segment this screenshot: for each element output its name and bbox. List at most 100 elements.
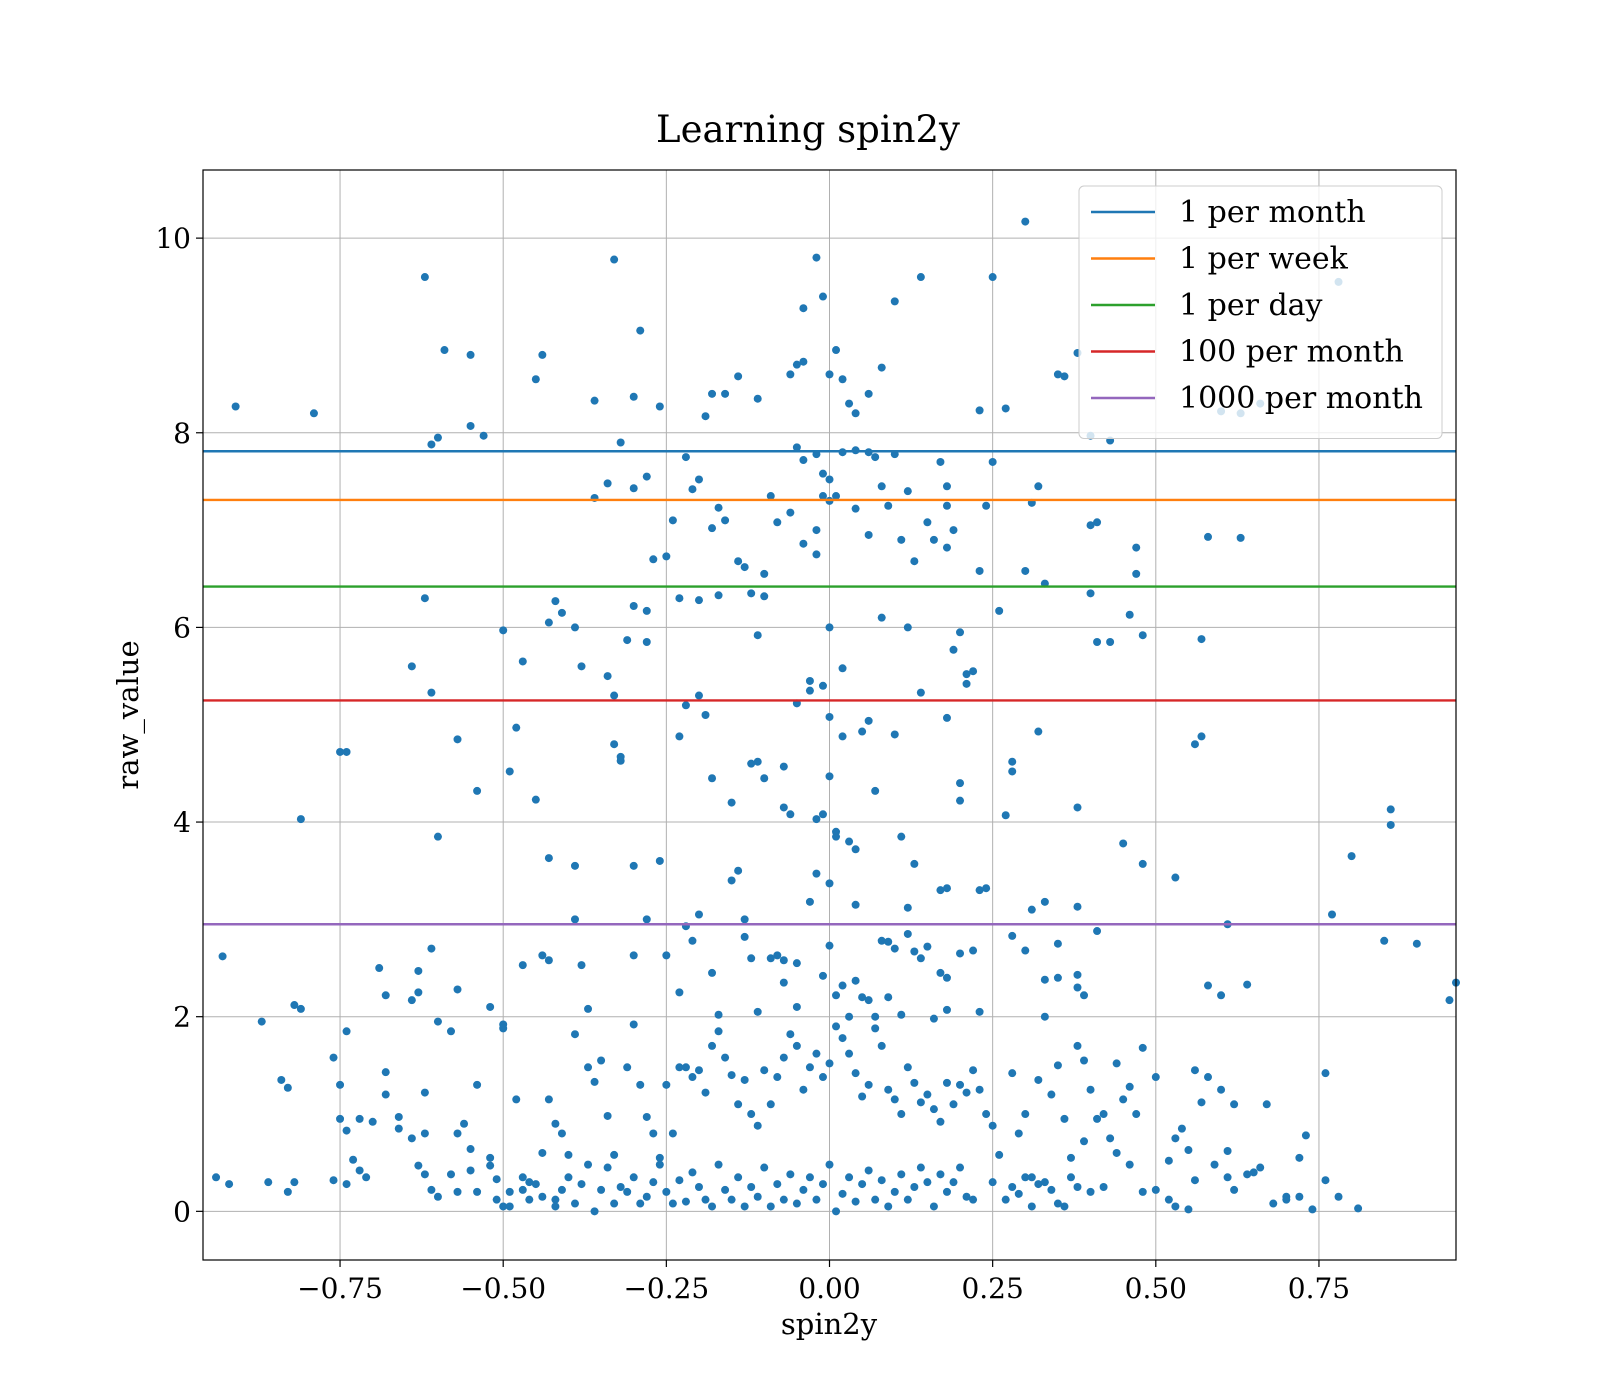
data-point [675,594,684,603]
data-point [812,815,821,824]
data-point [903,487,912,496]
data-point [1034,482,1043,491]
data-point [616,438,625,447]
data-point [1204,1073,1213,1082]
data-point [740,1202,749,1211]
data-point [1204,532,1213,541]
data-point [805,897,814,906]
data-point [1021,1173,1030,1182]
data-point [949,526,958,535]
data-point [557,608,566,617]
data-point [453,735,462,744]
data-point [890,1187,899,1196]
data-point [570,1030,579,1039]
data-point [818,681,827,690]
data-point [942,543,951,552]
data-point [714,1027,723,1036]
data-point [1223,1173,1232,1182]
data-point [949,645,958,654]
data-point [942,1187,951,1196]
data-point [923,518,932,527]
data-point [525,1195,534,1204]
data-point [975,566,984,575]
y-tick-label: 10 [155,222,191,255]
data-point [884,501,893,510]
data-point [1119,839,1128,848]
data-point [1086,521,1095,530]
data-point [342,1126,351,1135]
data-point [779,762,788,771]
data-point [1073,1041,1082,1050]
data-point [916,954,925,963]
data-point [988,1121,997,1130]
data-point [427,688,436,697]
data-point [1053,1061,1062,1070]
data-point [407,1134,416,1143]
data-point [812,1195,821,1204]
data-point [1027,905,1036,914]
data-point [1080,1137,1089,1146]
y-axis-label: raw_value [111,640,146,789]
data-point [805,1173,814,1182]
data-point [518,961,527,970]
data-point [982,1110,991,1119]
data-point [786,370,795,379]
data-point [988,273,997,282]
data-point [884,993,893,1002]
data-point [675,732,684,741]
data-point [642,606,651,615]
data-point [897,1170,906,1179]
data-point [747,1183,756,1192]
data-point [890,297,899,306]
data-point [884,937,893,946]
data-point [433,433,442,442]
data-point [499,626,508,635]
data-point [512,723,521,732]
data-point [662,1080,671,1089]
data-point [812,869,821,878]
data-point [1053,973,1062,982]
data-point [982,501,991,510]
data-point [779,956,788,965]
threshold-lines [203,450,1456,926]
data-point [799,304,808,313]
data-point [1021,217,1030,226]
data-point [420,1129,429,1138]
x-axis-label: spin2y [781,1307,878,1341]
data-point [701,711,710,719]
data-point [818,1073,827,1082]
data-point [890,730,899,739]
data-point [1210,1160,1219,1169]
data-point [603,1111,612,1120]
data-point [1184,1205,1193,1214]
data-point [1086,1085,1095,1094]
data-point [786,810,795,819]
data-point [525,1178,534,1187]
data-point [492,1195,501,1204]
data-point [969,946,978,955]
data-point [531,1180,540,1189]
data-point [753,1192,762,1201]
data-point [864,1080,873,1089]
data-point [851,976,860,985]
data-point [773,518,782,527]
data-point [681,453,690,462]
data-point [636,1199,645,1208]
data-point [773,1073,782,1082]
data-point [1053,1199,1062,1208]
data-point [551,597,560,606]
data-point [642,915,651,924]
data-point [381,1090,390,1099]
data-point [825,772,834,781]
data-point [446,1170,455,1179]
data-point [1106,1134,1115,1143]
data-point [1386,805,1395,814]
data-point [799,357,808,366]
data-point [623,1187,632,1196]
data-point [714,1160,723,1169]
data-point [975,1085,984,1094]
legend-label: 1 per day [1179,288,1323,323]
data-point [616,756,625,765]
data-point [629,951,638,960]
data-point [871,453,880,462]
